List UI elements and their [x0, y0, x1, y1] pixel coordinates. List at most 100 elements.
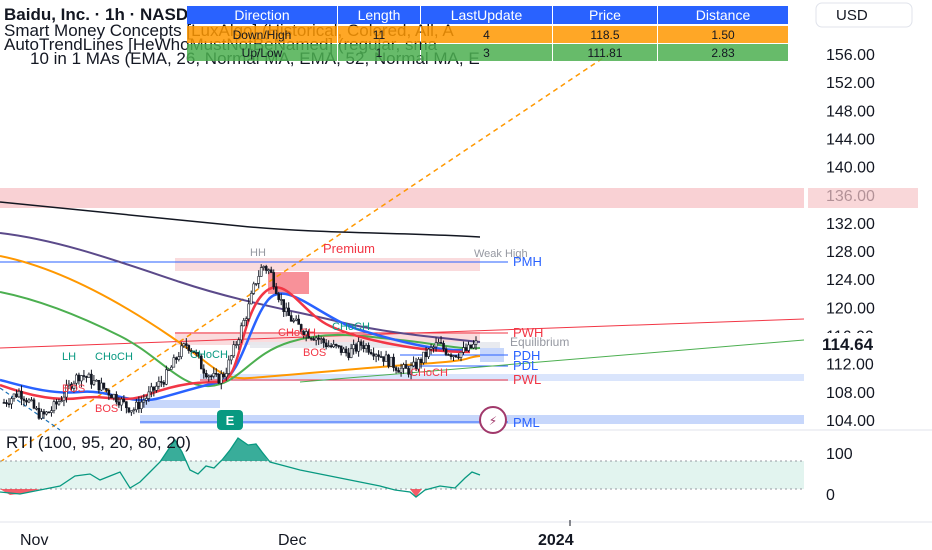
candle-body — [22, 398, 26, 401]
candle-body — [27, 399, 31, 403]
candle-body — [100, 382, 103, 391]
candle-body — [269, 269, 273, 273]
candle-body — [259, 267, 263, 277]
candle-body — [382, 356, 385, 362]
candle-body — [409, 365, 413, 375]
currency-label: USD — [836, 7, 868, 24]
price-axis[interactable]: 156.00152.00148.00144.00140.00136.00132.… — [826, 47, 875, 430]
candle-body — [222, 373, 226, 378]
ma-black[interactable] — [0, 201, 481, 238]
candle-body — [234, 344, 238, 346]
candle-body — [167, 369, 171, 371]
table-cell-text: 11 — [373, 28, 386, 42]
candle-body — [427, 348, 430, 358]
candle-body — [464, 347, 468, 351]
candle-body — [292, 320, 295, 322]
candle-body — [137, 401, 141, 409]
candle-body — [244, 318, 248, 321]
price-tick-label: 112.00 — [826, 357, 874, 374]
candle-body — [252, 283, 256, 294]
dividend-badge[interactable]: ⚡ — [479, 406, 507, 434]
candle-body — [227, 359, 231, 374]
candle-body — [419, 359, 423, 364]
currency-button[interactable]: USD — [815, 2, 913, 28]
candle-body — [122, 398, 126, 402]
candle-body — [434, 342, 438, 348]
candle-body — [157, 381, 161, 387]
price-tick-label: 104.00 — [826, 413, 875, 430]
candle-body — [474, 340, 478, 345]
candle-body — [249, 293, 253, 305]
trendline-green[interactable] — [299, 339, 805, 383]
candle-body — [40, 411, 43, 419]
candle-body — [150, 386, 153, 393]
candle-body — [25, 400, 28, 403]
candle-body — [165, 369, 168, 385]
candle-body — [349, 348, 353, 358]
last-price-tag[interactable]: 114.64 — [812, 333, 912, 355]
candle-body — [182, 343, 186, 347]
rti-line[interactable] — [0, 437, 481, 498]
pwl-label: PWL — [513, 372, 541, 387]
candle-body — [162, 382, 166, 385]
candle-body — [50, 410, 53, 413]
candle-body — [332, 343, 335, 348]
status-table: Direction Length LastUpdate Price Distance Do… — [187, 6, 788, 61]
candle-body — [334, 343, 338, 346]
last-price-text: 114.64 — [822, 335, 874, 354]
price-tick-label: 144.00 — [826, 131, 875, 148]
pwl-zone — [200, 374, 804, 381]
candle-body — [107, 389, 111, 396]
candle-body — [192, 350, 196, 353]
ma-orange[interactable] — [0, 255, 481, 380]
candle-body — [272, 272, 276, 288]
candle-body — [152, 386, 156, 391]
candle-body — [65, 385, 68, 398]
table-header-cell — [187, 6, 337, 24]
symbol-legend[interactable]: Baidu, Inc. · 1h · NASDAQ — [4, 5, 214, 24]
bos-label-2: BOS — [95, 403, 118, 415]
pmh-label: PMH — [513, 254, 542, 269]
price-tick-label: 132.00 — [826, 216, 875, 233]
candle-body — [262, 266, 266, 268]
choch-label-3: CHoCH — [278, 327, 316, 339]
candle-body — [217, 373, 221, 384]
candle-body — [274, 286, 278, 295]
choch-label-1: CHoCH — [95, 351, 133, 363]
pdh-label: PDH — [513, 348, 540, 363]
candle-body — [117, 401, 121, 406]
candle-body — [397, 370, 400, 373]
candle-body — [317, 337, 320, 340]
ma-purple[interactable] — [0, 232, 481, 343]
earnings-badge[interactable]: E — [217, 410, 243, 430]
table-cell — [553, 44, 657, 61]
table-header-label: LastUpdate — [451, 7, 523, 23]
candle-body — [45, 411, 48, 415]
premium-label: Premium — [323, 241, 375, 256]
candle-body — [294, 318, 298, 321]
trendline-dashed-orange[interactable] — [0, 49, 616, 463]
candle-body — [462, 347, 465, 353]
price-tick-label: 148.00 — [826, 103, 875, 120]
candle-body — [194, 352, 198, 354]
trendline-dashed-blue[interactable] — [0, 387, 61, 431]
candles-group[interactable] — [2, 264, 478, 420]
candle-body — [47, 411, 51, 414]
candle-body — [125, 401, 128, 409]
candle-body — [379, 356, 383, 358]
candle-body — [377, 354, 380, 357]
table-cell-text: 1.50 — [711, 28, 735, 42]
candle-body — [369, 352, 373, 355]
candle-body — [190, 350, 193, 352]
candle-body — [309, 337, 313, 340]
candle-body — [110, 394, 113, 399]
candle-body — [319, 338, 323, 341]
candle-body — [5, 402, 8, 404]
candle-body — [2, 402, 6, 404]
candle-body — [322, 338, 325, 344]
candle-body — [197, 352, 201, 357]
candle-body — [472, 343, 475, 349]
ma-red[interactable] — [0, 286, 471, 401]
candle-body — [299, 324, 303, 332]
